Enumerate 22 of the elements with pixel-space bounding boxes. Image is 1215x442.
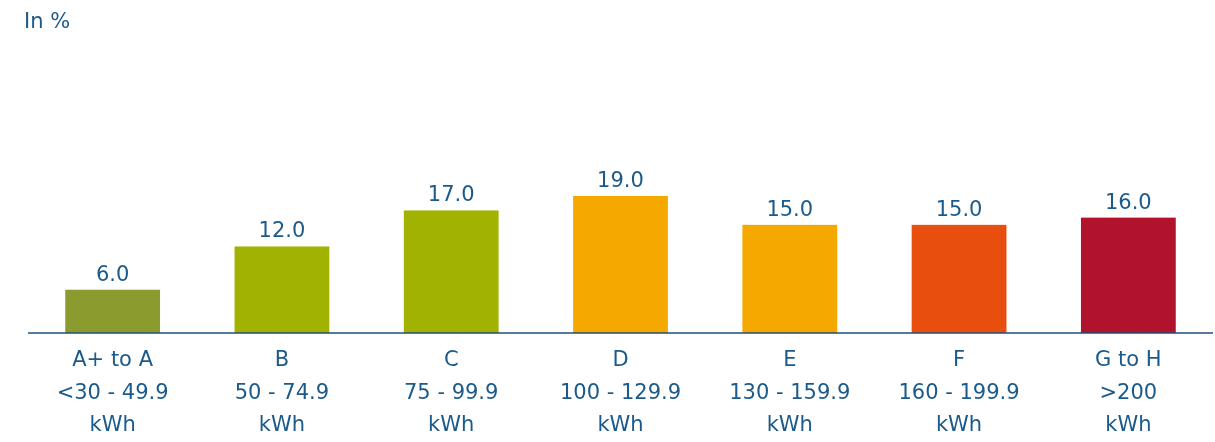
data-label: 17.0 bbox=[427, 182, 475, 207]
x-tick-label: A+ to A <30 - 49.9 kWh bbox=[56, 347, 169, 436]
x-tick-label: B 50 - 74.9 kWh bbox=[234, 347, 330, 436]
bar bbox=[234, 246, 330, 333]
x-tick-label: F 160 - 199.9 kWh bbox=[898, 347, 1020, 436]
data-label: 15.0 bbox=[766, 196, 814, 221]
bar bbox=[1080, 217, 1176, 333]
bar bbox=[65, 289, 161, 333]
x-tick-label: C 75 - 99.9 kWh bbox=[404, 347, 499, 436]
data-label: 19.0 bbox=[597, 168, 644, 192]
data-label: 15.0 bbox=[935, 196, 983, 221]
data-label: 12.0 bbox=[258, 218, 306, 243]
x-tick-label: E 130 - 159.9 kWh bbox=[729, 347, 851, 436]
data-label: 6.0 bbox=[95, 261, 130, 286]
bar bbox=[911, 224, 1007, 333]
x-tick-label: G to H >200 kWh bbox=[1095, 347, 1162, 436]
bar bbox=[742, 224, 838, 333]
data-label: 16.0 bbox=[1104, 189, 1152, 214]
text: In % bbox=[24, 9, 71, 33]
x-tick-label: D 100 - 129.9 kWh bbox=[559, 347, 682, 436]
bar bbox=[403, 210, 499, 333]
bar bbox=[573, 196, 668, 333]
